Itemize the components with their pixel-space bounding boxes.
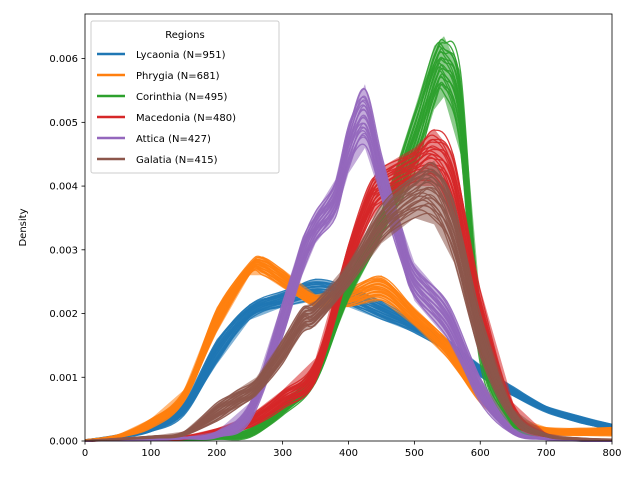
legend-box <box>90 20 280 174</box>
legend-entry-label: Phrygia (N=681) <box>136 71 220 82</box>
series-4 <box>84 84 613 442</box>
x-tick-label: 200 <box>207 448 226 459</box>
y-tick-label: 0.003 <box>49 245 78 256</box>
series-line <box>84 170 613 442</box>
legend-entry-label: Macedonia (N=480) <box>136 113 236 124</box>
series-5 <box>84 160 613 442</box>
x-tick-label: 500 <box>405 448 424 459</box>
y-tick-label: 0.006 <box>49 54 78 65</box>
y-tick-label: 0.004 <box>49 182 78 193</box>
legend-entry-label: Lycaonia (N=951) <box>136 50 226 61</box>
y-tick-label: 0.002 <box>49 309 78 320</box>
x-tick-label: 700 <box>537 448 556 459</box>
y-tick-label: 0.005 <box>49 118 78 129</box>
x-axis: 0 100 200 300 400 500 600 700 800 <box>82 441 622 459</box>
legend: Regions Lycaonia (N=951) Phrygia (N=681) C… <box>90 20 280 174</box>
x-tick-label: 100 <box>141 448 160 459</box>
y-tick-label: 0.000 <box>49 437 78 448</box>
series-line <box>84 88 613 442</box>
x-tick-label: 400 <box>339 448 358 459</box>
legend-entry-label: Galatia (N=415) <box>136 155 218 166</box>
x-tick-label: 800 <box>602 448 621 459</box>
x-tick-label: 300 <box>273 448 292 459</box>
legend-entry-label: Attica (N=427) <box>136 134 211 145</box>
curve-layer <box>84 36 613 442</box>
y-axis-label: Density <box>18 208 29 246</box>
y-tick-label: 0.001 <box>49 373 78 384</box>
x-tick-label: 0 <box>82 448 88 459</box>
x-tick-label: 600 <box>471 448 490 459</box>
legend-title: Regions <box>165 30 204 41</box>
legend-entry-label: Corinthia (N=495) <box>136 92 228 103</box>
y-axis: 0.000 0.001 0.002 0.003 0.004 0.005 0.006 <box>49 54 85 448</box>
legend-items: Lycaonia (N=951) Phrygia (N=681) Corinthia… <box>97 50 236 166</box>
